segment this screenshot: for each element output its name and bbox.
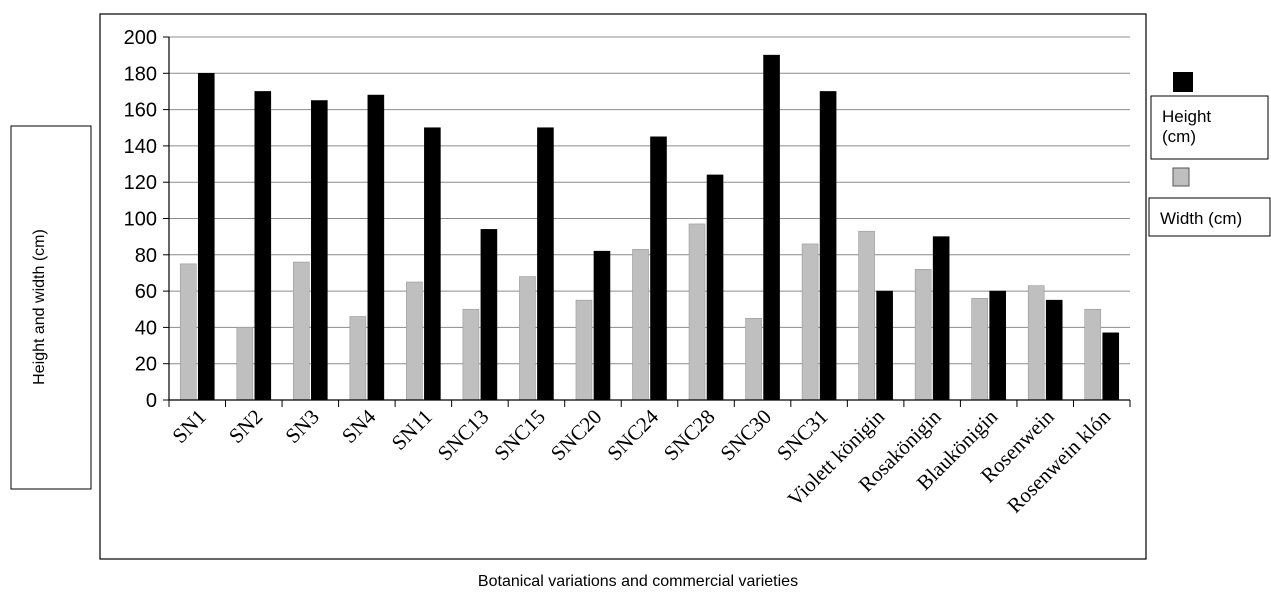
bar-height	[197, 73, 215, 401]
y-axis-title-box	[10, 125, 92, 490]
bar-width	[745, 318, 762, 401]
y-tick-label: 200	[124, 27, 157, 49]
bar-width	[801, 243, 819, 401]
x-tick-label: SN4	[337, 404, 381, 448]
bar-width	[236, 327, 254, 401]
bar-width	[1084, 308, 1102, 401]
x-tick-label: SNC24	[602, 404, 663, 465]
bar-width	[632, 249, 649, 401]
bar-width	[519, 276, 536, 401]
gridlines	[163, 36, 1130, 401]
x-tick-labels: SN1 SN2 SN3 SN4 SN11SNC13SNC15SNC20SNC24SNC2…	[167, 404, 1115, 517]
bar-height	[650, 136, 667, 401]
bar-height	[480, 229, 498, 401]
bar-width	[688, 223, 706, 401]
bar-height	[763, 54, 780, 401]
y-tick-label: 0	[146, 390, 157, 412]
bar-height	[819, 91, 837, 401]
axes	[168, 37, 1131, 407]
chart-frame	[99, 13, 1147, 560]
legend-swatch-height	[1173, 72, 1193, 92]
bar-height	[254, 91, 272, 401]
legend-label-box-width	[1148, 197, 1271, 237]
x-tick-label: SNC13	[433, 405, 494, 466]
bar-width	[179, 263, 197, 401]
x-tick-label: SN2	[224, 405, 267, 448]
bar-width	[575, 299, 593, 401]
bar-height	[989, 290, 1006, 401]
bar-width	[349, 316, 367, 401]
bar-width	[293, 261, 310, 401]
bar-height	[593, 250, 611, 401]
bar-height	[367, 94, 385, 401]
bar-height	[537, 127, 554, 401]
bar-height	[311, 100, 328, 401]
y-axis-title: Height and width (cm)	[31, 229, 48, 385]
x-tick-label: SN3	[280, 405, 323, 448]
x-tick-label: SN11	[387, 405, 437, 455]
bar-width	[914, 269, 932, 401]
y-tick-label: 40	[135, 317, 157, 339]
bar-height	[932, 236, 950, 401]
x-tick-label: SNC15	[489, 405, 550, 466]
x-tick-label: SNC28	[659, 405, 720, 466]
bar-width	[858, 230, 875, 401]
bar-width	[1027, 285, 1045, 401]
bar-width	[971, 298, 988, 401]
y-tick-label: 100	[124, 209, 157, 231]
bar-height	[706, 174, 724, 401]
y-tick-label: 180	[124, 63, 157, 85]
bar-height	[1045, 299, 1063, 401]
y-tick-labels: 0 20 40 60 80 100 120 140 160 180 200	[124, 27, 157, 412]
bar-height	[424, 127, 441, 401]
bar-width	[406, 281, 423, 401]
y-tick-label: 120	[124, 172, 157, 194]
legend-swatch-width	[1172, 167, 1190, 187]
legend-label-box-height	[1150, 95, 1269, 160]
legend-label-height: Height (cm)	[1162, 107, 1216, 146]
x-tick-label: SN1	[167, 405, 210, 448]
y-tick-label: 60	[135, 281, 157, 303]
bar-height	[1102, 332, 1120, 401]
y-tick-label: 140	[124, 136, 157, 158]
y-tick-label: 160	[124, 100, 157, 122]
y-tick-label: 80	[135, 245, 157, 267]
x-tick-label: SNC20	[546, 405, 607, 466]
y-tick-label: 20	[135, 354, 157, 376]
x-axis-title: Botanical variations and commercial vari…	[478, 573, 798, 590]
x-tick-label: SNC30	[715, 405, 776, 466]
legend: Height (cm) Width (cm)	[1148, 72, 1271, 237]
bar-width	[462, 308, 480, 401]
bar-height	[876, 290, 893, 401]
legend-label-width: Width (cm)	[1160, 209, 1242, 228]
bars	[179, 54, 1120, 401]
